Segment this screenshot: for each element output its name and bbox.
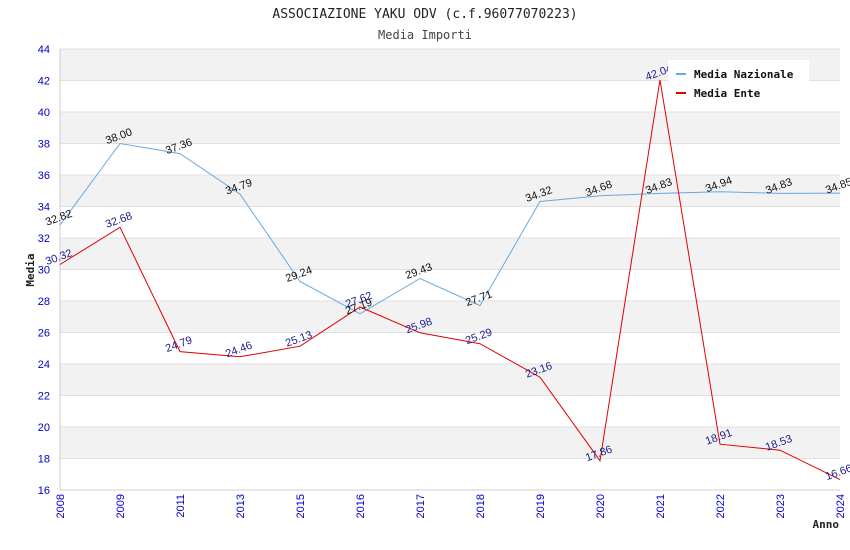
y-tick-label: 38 <box>38 139 50 151</box>
x-tick-label: 2022 <box>715 494 727 518</box>
x-tick-label: 2015 <box>295 494 307 518</box>
grid-bands <box>60 49 840 490</box>
y-axis-label: Media <box>24 253 37 286</box>
x-axis-ticks: 2008 2009 2011 2013 2015 2016 2017 2018 2019 2020… <box>55 494 847 518</box>
grid-band <box>60 112 840 144</box>
x-tick-label: 2019 <box>535 494 547 518</box>
y-tick-label: 28 <box>38 296 50 308</box>
y-tick-label: 34 <box>38 202 50 214</box>
grid-band <box>60 364 840 396</box>
x-tick-label: 2020 <box>595 494 607 518</box>
legend-box <box>668 60 809 101</box>
x-tick-label: 2023 <box>775 494 787 518</box>
y-tick-label: 36 <box>38 170 50 182</box>
grid-band <box>60 269 840 301</box>
x-tick-label: 2018 <box>475 494 487 518</box>
series-line-media-ente <box>59 79 841 481</box>
x-axis-label: Anno <box>813 518 840 531</box>
grid-band <box>60 301 840 333</box>
grid-band <box>60 427 840 459</box>
chart-title: ASSOCIAZIONE YAKU ODV (c.f.96077070223) <box>272 7 577 22</box>
y-tick-label: 44 <box>38 44 50 56</box>
legend: Media Nazionale Media Ente <box>668 60 809 101</box>
legend-label: Media Nazionale <box>694 68 794 81</box>
y-tick-label: 20 <box>38 422 50 434</box>
y-tick-label: 30 <box>38 265 50 277</box>
grid-band <box>60 238 840 270</box>
series-line-media-nazionale <box>59 142 841 315</box>
series-lines <box>59 79 841 481</box>
x-tick-label: 2021 <box>655 494 667 518</box>
grid-band <box>60 206 840 238</box>
grid-band <box>60 458 840 490</box>
y-tick-label: 26 <box>38 328 50 340</box>
x-tick-label: 2008 <box>55 494 67 518</box>
y-tick-label: 42 <box>38 76 50 88</box>
y-tick-label: 22 <box>38 391 50 403</box>
y-tick-label: 24 <box>38 359 50 371</box>
x-tick-label: 2013 <box>235 494 247 518</box>
x-tick-label: 2016 <box>355 494 367 518</box>
grid-band <box>60 395 840 427</box>
legend-label: Media Ente <box>694 87 761 100</box>
x-tick-label: 2017 <box>415 494 427 518</box>
y-tick-label: 40 <box>38 107 50 119</box>
y-tick-label: 32 <box>38 233 50 245</box>
x-tick-label: 2024 <box>835 494 847 518</box>
grid-band <box>60 143 840 175</box>
y-tick-label: 18 <box>38 454 50 466</box>
y-tick-label: 16 <box>38 485 50 497</box>
grid-band <box>60 175 840 207</box>
x-tick-label: 2011 <box>175 494 187 518</box>
grid-lines <box>59 48 840 491</box>
x-tick-label: 2009 <box>115 494 127 518</box>
y-axis-ticks: 16 18 20 22 24 26 28 30 32 34 36 38 40 42 44 <box>38 44 50 497</box>
chart-subtitle: Media Importi <box>378 28 472 42</box>
